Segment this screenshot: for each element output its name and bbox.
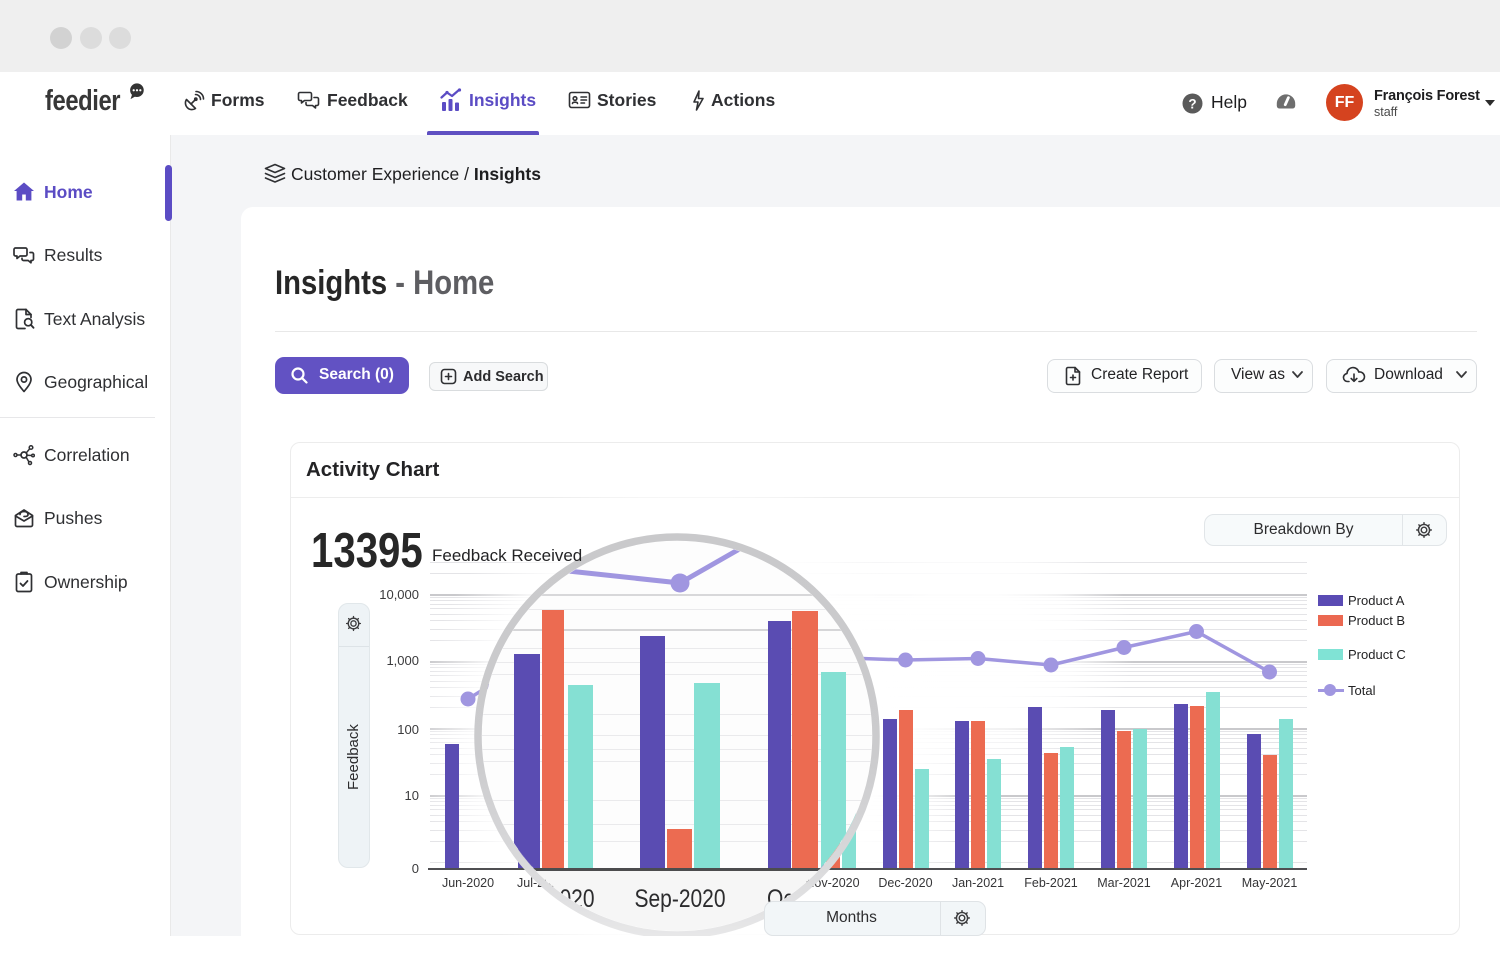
svg-text:?: ? xyxy=(1188,96,1196,111)
